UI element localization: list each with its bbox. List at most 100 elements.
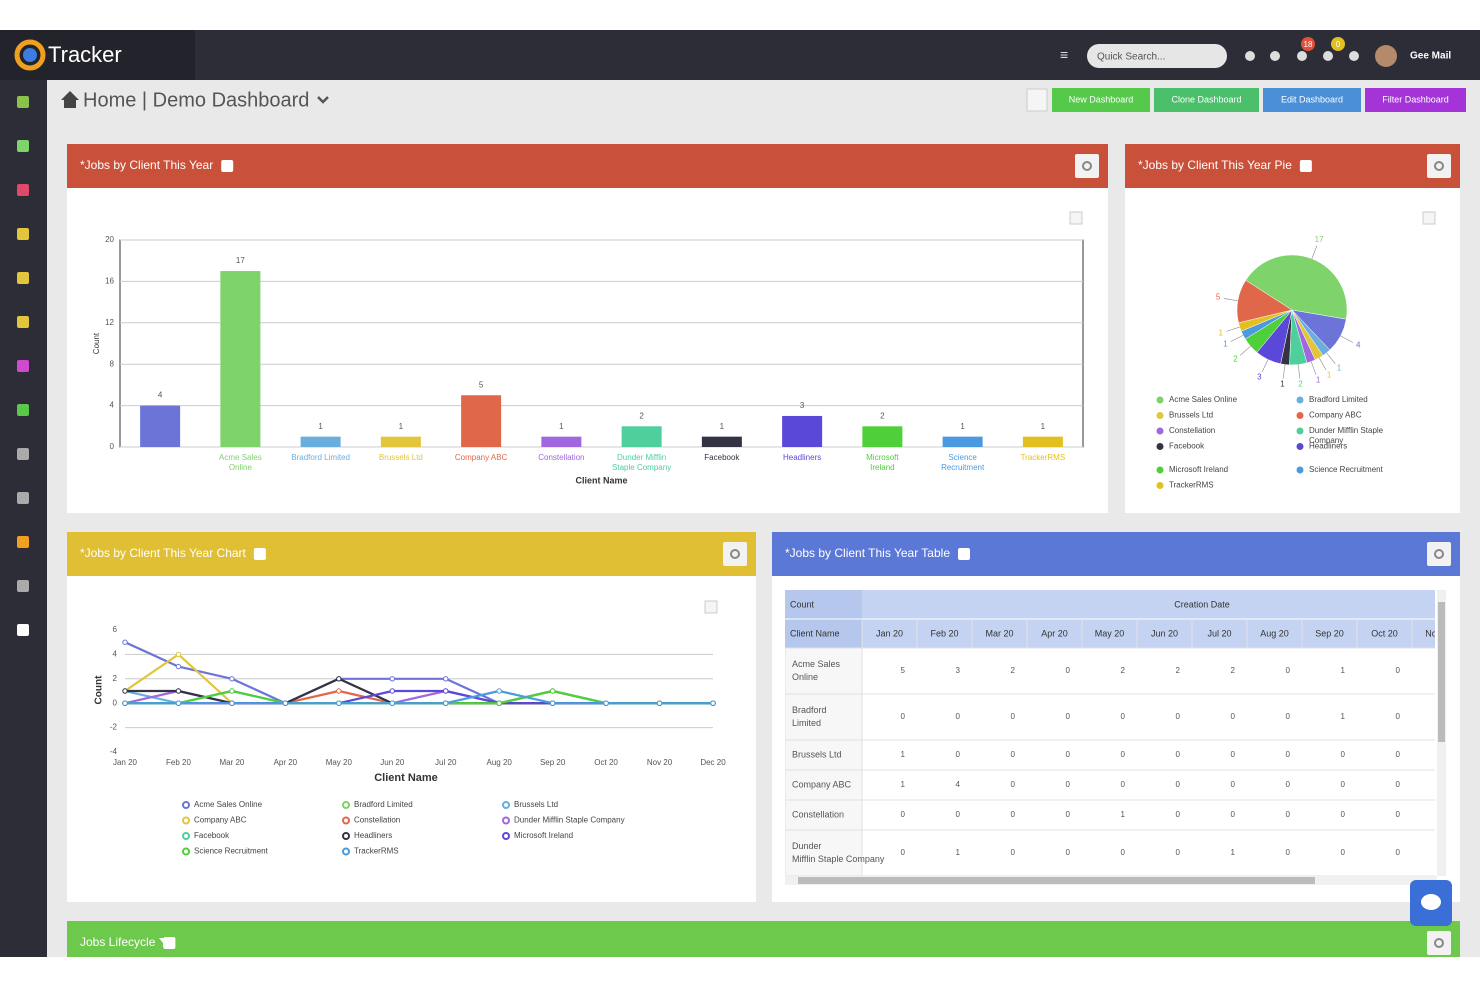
legend-swatch[interactable]	[182, 832, 190, 840]
dashboard-button[interactable]	[1263, 88, 1361, 112]
legend-swatch[interactable]	[1156, 482, 1164, 489]
button-label[interactable]: Edit Dashboard	[1281, 94, 1343, 104]
legend-label[interactable]: Facebook	[194, 831, 230, 840]
legend-label[interactable]: Facebook	[1169, 442, 1205, 451]
legend-swatch[interactable]	[1296, 427, 1304, 435]
edit-icon[interactable]	[253, 548, 266, 560]
sidebar-icon[interactable]	[17, 448, 29, 460]
legend-swatch[interactable]	[182, 816, 190, 825]
badge	[1331, 37, 1345, 51]
sidebar-icon[interactable]	[17, 580, 29, 592]
settings-button[interactable]	[1427, 931, 1451, 955]
legend-swatch[interactable]	[502, 816, 510, 825]
settings-button[interactable]	[723, 542, 747, 566]
edit-icon[interactable]	[958, 548, 970, 560]
button-label[interactable]: Filter Dashboard	[1382, 94, 1449, 104]
nav-icon[interactable]	[1245, 51, 1255, 61]
nav-icon[interactable]	[1270, 51, 1280, 61]
legend-label[interactable]: Company ABC	[194, 816, 247, 825]
legend-swatch[interactable]	[342, 832, 350, 840]
legend-swatch[interactable]	[1156, 396, 1164, 404]
search-box[interactable]	[1087, 44, 1227, 68]
badge-count: 0	[1336, 40, 1341, 49]
legend-label[interactable]: Brussels Ltd	[514, 800, 558, 809]
legend-label[interactable]: Science Recruitment	[1309, 465, 1384, 474]
dashboard-button[interactable]	[1052, 88, 1150, 112]
chart-menu[interactable]	[1069, 211, 1083, 225]
v-scroll-thumb[interactable]	[1438, 602, 1445, 742]
legend-label[interactable]: TrackerRMS	[1169, 481, 1214, 490]
button-label[interactable]: New Dashboard	[1069, 94, 1134, 104]
legend-swatch[interactable]	[1156, 412, 1164, 419]
sidebar-icon[interactable]	[17, 184, 29, 196]
nav-icon[interactable]	[1349, 51, 1359, 61]
sidebar-icon[interactable]	[17, 228, 29, 240]
legend-swatch[interactable]	[1156, 427, 1164, 435]
h-scroll-thumb[interactable]	[798, 877, 1315, 884]
sidebar-icon[interactable]	[17, 624, 29, 636]
table-cell: 0	[1176, 712, 1181, 721]
legend-label[interactable]: Constellation	[354, 816, 400, 825]
legend-swatch[interactable]	[1156, 443, 1164, 450]
sidebar-icon[interactable]	[17, 536, 29, 548]
legend-label[interactable]: Science Recruitment	[194, 847, 269, 856]
edit-icon[interactable]	[221, 160, 234, 172]
nav-icon[interactable]	[1297, 51, 1307, 61]
settings-button[interactable]	[1427, 542, 1451, 566]
dropdown-chevron[interactable]	[317, 96, 329, 104]
legend-label[interactable]: Company ABC	[1309, 411, 1362, 420]
legend-label[interactable]: Constellation	[1169, 426, 1215, 435]
legend-label[interactable]: Dunder Mifflin Staple Company	[1309, 426, 1384, 445]
settings-button[interactable]	[1075, 154, 1099, 178]
legend-swatch[interactable]	[342, 816, 350, 825]
legend-label[interactable]: Bradford Limited	[354, 800, 413, 809]
button-label[interactable]: Clone Dashboard	[1171, 94, 1241, 104]
lifecycle-filter[interactable]	[159, 938, 169, 948]
point-marker	[229, 688, 235, 694]
lock-button[interactable]	[1026, 88, 1048, 112]
point-marker	[443, 700, 449, 706]
sidebar-icon[interactable]	[17, 360, 29, 372]
legend-label[interactable]: Brussels Ltd	[1169, 411, 1213, 420]
sidebar-icon[interactable]	[17, 272, 29, 284]
settings-button[interactable]	[1427, 154, 1451, 178]
legend-swatch[interactable]	[342, 801, 350, 809]
avatar[interactable]	[1375, 45, 1397, 67]
legend-label[interactable]: Dunder Mifflin Staple Company	[514, 816, 625, 825]
legend-label[interactable]: Acme Sales Online	[1169, 395, 1238, 404]
sidebar-icon[interactable]	[17, 404, 29, 416]
sidebar-icon[interactable]	[17, 492, 29, 504]
legend-label[interactable]: TrackerRMS	[354, 847, 399, 856]
legend-swatch[interactable]	[1296, 396, 1304, 404]
slice-label: 1	[1223, 340, 1228, 349]
legend-label[interactable]: Headliners	[1309, 442, 1347, 451]
nav-icon[interactable]	[1323, 51, 1333, 61]
table-cell: 1	[1231, 848, 1236, 857]
user-name[interactable]: Gee Mail	[1410, 51, 1451, 62]
legend-swatch[interactable]	[1156, 466, 1164, 474]
legend-label[interactable]: Microsoft Ireland	[1169, 465, 1228, 474]
legend-swatch[interactable]	[182, 847, 190, 856]
legend-swatch[interactable]	[502, 832, 510, 840]
sidebar-icon[interactable]	[17, 140, 29, 152]
chart-menu[interactable]	[704, 600, 718, 614]
sidebar-icon[interactable]	[17, 96, 29, 108]
legend-swatch[interactable]	[502, 801, 510, 809]
dashboard-button[interactable]	[1365, 88, 1466, 112]
legend-label[interactable]: Bradford Limited	[1309, 395, 1368, 404]
sidebar-icon[interactable]	[17, 316, 29, 328]
table-cell: 0	[1066, 666, 1071, 675]
legend-swatch[interactable]	[182, 801, 190, 809]
legend-label[interactable]: Acme Sales Online	[194, 800, 263, 809]
table-cell: 4	[956, 780, 961, 789]
legend-label[interactable]: Microsoft Ireland	[514, 831, 573, 840]
legend-swatch[interactable]	[342, 847, 350, 856]
chart-menu[interactable]	[1422, 211, 1436, 225]
legend-label[interactable]: Headliners	[354, 831, 392, 840]
legend-swatch[interactable]	[1296, 412, 1304, 419]
point-marker	[443, 688, 449, 694]
legend-swatch[interactable]	[1296, 466, 1304, 474]
edit-icon[interactable]	[1299, 160, 1312, 172]
dashboard-button[interactable]	[1154, 88, 1259, 112]
legend-swatch[interactable]	[1296, 443, 1304, 450]
